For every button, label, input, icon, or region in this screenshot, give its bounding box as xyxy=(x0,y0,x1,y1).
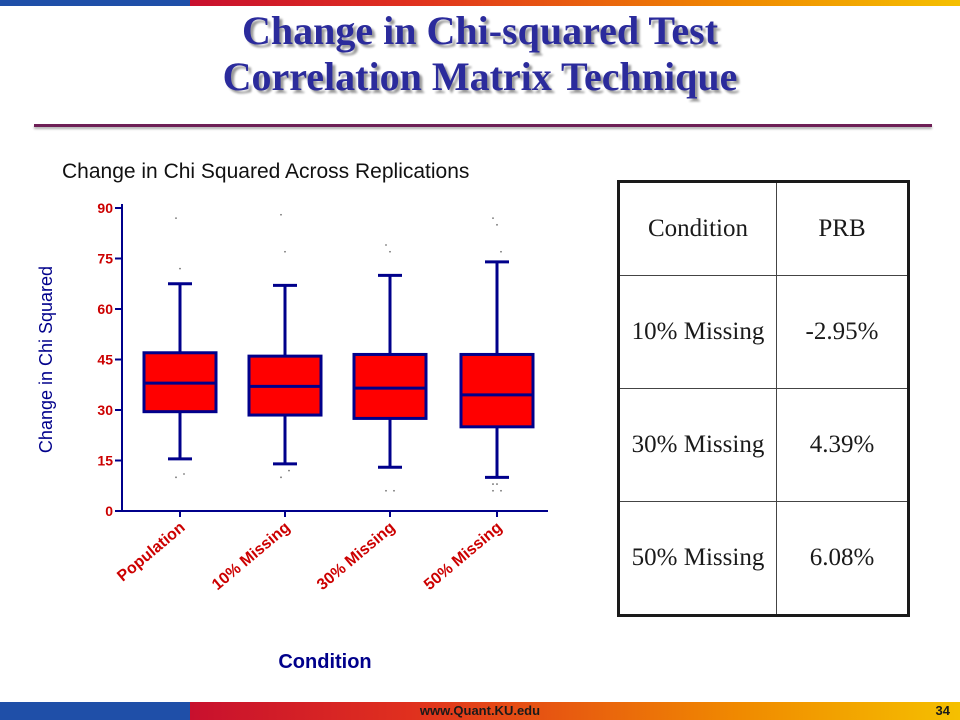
table-cell-prb: 4.39% xyxy=(776,388,909,502)
x-tick-label: 50% Missing xyxy=(421,519,505,594)
outlier-point xyxy=(389,250,391,253)
y-tick-label: 15 xyxy=(97,453,113,469)
table-header-condition: Condition xyxy=(618,181,777,276)
outlier-point xyxy=(385,244,387,246)
outlier-point xyxy=(280,476,282,479)
table-cell-condition: 50% Missing xyxy=(618,501,777,616)
y-tick-label: 30 xyxy=(97,402,113,418)
outlier-point xyxy=(284,250,286,253)
x-tick-label: Population xyxy=(114,519,188,585)
outlier-point xyxy=(183,473,185,475)
slide-title-line-1: Change in Chi-squared Test xyxy=(241,8,719,53)
y-axis-label: Change in Chi Squared xyxy=(36,266,56,453)
slide-title-line-2: Correlation Matrix Technique xyxy=(222,54,738,99)
bottom-color-bar xyxy=(0,702,960,720)
top-color-bar xyxy=(0,0,960,6)
outlier-point xyxy=(288,469,290,472)
outlier-point xyxy=(393,489,395,492)
slide-title: Change in Chi-squared Test Correlation M… xyxy=(0,8,960,100)
footer-url: www.Quant.KU.edu xyxy=(419,703,541,718)
table-cell-condition: 30% Missing xyxy=(618,388,777,502)
outlier-point xyxy=(175,476,177,479)
prb-table: Condition PRB 10% Missing -2.95% 30% Mis… xyxy=(617,180,910,617)
table-cell-condition: 10% Missing xyxy=(618,275,777,389)
y-tick-label: 0 xyxy=(105,503,113,519)
table-header-row: Condition PRB xyxy=(618,181,909,276)
outlier-point xyxy=(175,217,177,219)
y-tick-label: 45 xyxy=(97,352,113,368)
outlier-point xyxy=(496,483,498,485)
outlier-point xyxy=(492,217,494,219)
outlier-point xyxy=(500,250,502,253)
chart-title: Change in Chi Squared Across Replication… xyxy=(62,160,469,183)
outlier-point xyxy=(496,223,498,226)
table-cell-prb: -2.95% xyxy=(776,275,909,389)
outlier-point xyxy=(492,489,494,492)
boxplot-chart: Change in Chi Squared Across Replication… xyxy=(36,160,548,673)
table-header-prb: PRB xyxy=(776,181,909,276)
table-cell-prb: 6.08% xyxy=(776,501,909,616)
x-axis-label: Condition xyxy=(278,651,371,673)
table-row: 10% Missing -2.95% xyxy=(618,275,909,389)
table-row: 50% Missing 6.08% xyxy=(618,501,909,616)
page-number: 34 xyxy=(935,703,950,718)
outlier-point xyxy=(385,489,387,492)
y-tick-label: 75 xyxy=(97,251,113,267)
y-tick-label: 60 xyxy=(97,301,113,317)
outlier-point xyxy=(280,213,282,216)
table-row: 30% Missing 4.39% xyxy=(618,388,909,502)
outlier-point xyxy=(179,267,181,270)
title-divider xyxy=(34,124,932,127)
outlier-point xyxy=(492,483,494,485)
x-tick-label: 10% Missing xyxy=(209,519,293,594)
box xyxy=(459,352,535,429)
y-tick-label: 90 xyxy=(97,200,113,216)
box xyxy=(352,352,428,420)
outlier-point xyxy=(500,489,502,492)
x-tick-label: 30% Missing xyxy=(314,519,398,594)
